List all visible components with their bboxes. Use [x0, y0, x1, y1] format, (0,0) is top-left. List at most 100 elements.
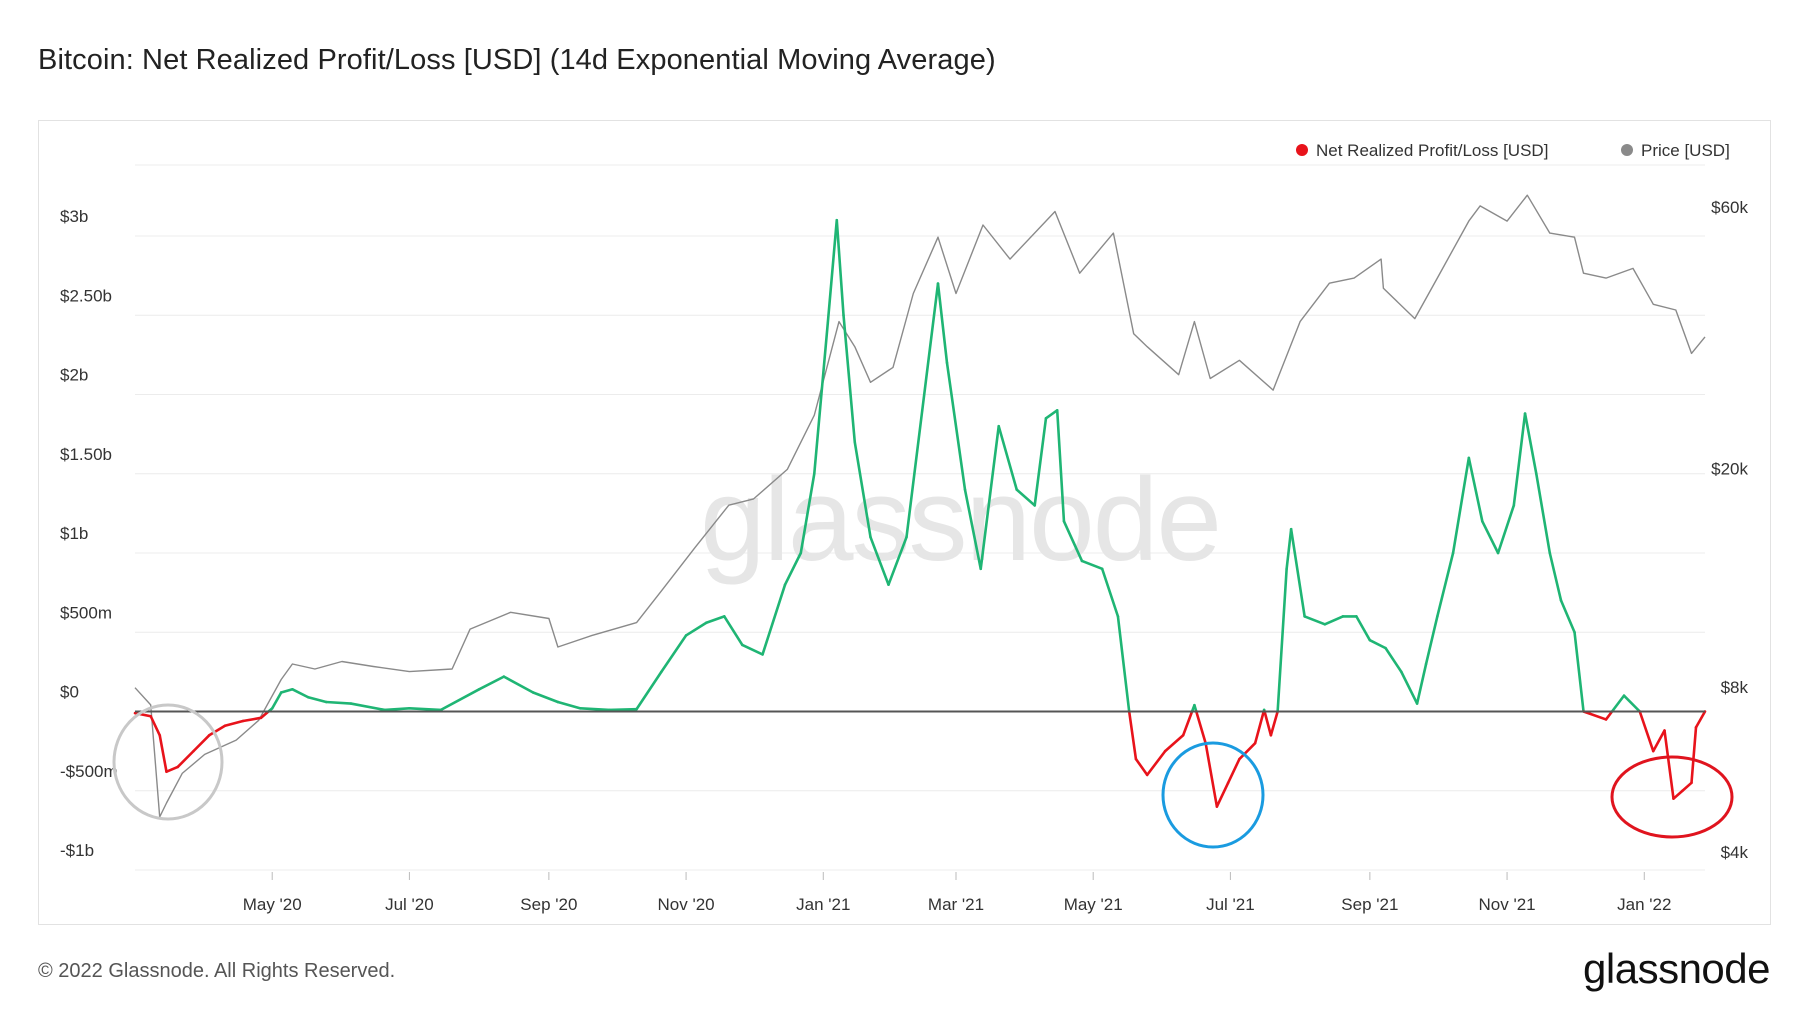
npl-segment — [149, 714, 162, 737]
x-axis: May '20 Jul '20 Sep '20 Nov '20 Jan '21 Mar '… — [243, 872, 1671, 914]
npl-segment — [1610, 694, 1626, 713]
npl-segment — [176, 749, 195, 769]
npl-segment — [1303, 615, 1327, 626]
npl-segment — [1384, 646, 1403, 674]
npl-segment — [1496, 504, 1516, 555]
npl-segment — [635, 670, 663, 711]
npl-segment — [408, 707, 443, 712]
npl-segment — [799, 472, 816, 555]
net-realized-profit-loss-series — [133, 218, 1707, 808]
npl-segment — [349, 702, 386, 712]
npl-segment — [1145, 749, 1167, 777]
y-tick-label: -$1b — [60, 841, 94, 860]
npl-segment — [1015, 488, 1037, 507]
npl-segment — [223, 719, 245, 728]
npl-segment — [1451, 456, 1471, 555]
watermark: glassnode — [700, 454, 1220, 586]
annotation-circles — [112, 703, 1734, 849]
npl-segment — [1436, 551, 1455, 618]
npl-segment — [241, 716, 263, 723]
npl-segment — [1638, 710, 1655, 753]
npl-segment — [1127, 710, 1138, 761]
npl-segment — [1055, 409, 1066, 523]
npl-segment — [1276, 567, 1288, 713]
npl-segment — [1033, 416, 1048, 507]
npl-segment — [1238, 741, 1257, 761]
npl-segment — [1512, 412, 1527, 507]
y-tick-label: $500m — [60, 603, 112, 622]
x-tick-label: Jan '21 — [796, 895, 850, 914]
npl-segment — [1116, 615, 1131, 713]
legend-label[interactable]: Price [USD] — [1641, 141, 1730, 160]
npl-segment — [684, 621, 708, 637]
npl-segment — [259, 710, 270, 720]
npl-segment — [1163, 733, 1185, 753]
npl-segment — [1355, 615, 1372, 642]
npl-segment — [1424, 615, 1439, 666]
y-tick-label: $2.50b — [60, 286, 112, 305]
npl-segment — [1415, 662, 1428, 705]
npl-segment — [1226, 757, 1241, 785]
legend-dot-icon[interactable] — [1296, 144, 1308, 156]
x-tick-label: Mar '21 — [928, 895, 984, 914]
npl-segment — [1253, 710, 1266, 745]
x-tick-label: May '21 — [1064, 895, 1123, 914]
npl-segment — [1134, 757, 1149, 777]
npl-segment — [207, 724, 227, 737]
npl-segment — [835, 218, 845, 317]
price-line — [134, 194, 1706, 818]
glassnode-logo: glassnode — [1583, 945, 1770, 992]
npl-segment — [660, 634, 688, 674]
y-tick-label: $1.50b — [60, 445, 112, 464]
y-axis-left: $3b $2.50b $2b $1.50b $1b $500m $0 -$500m -$1b — [60, 207, 118, 860]
npl-segment — [1582, 710, 1608, 721]
npl-segment — [905, 409, 924, 539]
npl-segment — [887, 535, 908, 587]
npl-segment — [853, 440, 872, 539]
npl-segment — [963, 488, 983, 571]
x-tick-label: Sep '21 — [1341, 895, 1398, 914]
x-tick-label: Jul '20 — [385, 895, 434, 914]
x-tick-label: Jan '22 — [1617, 895, 1671, 914]
x-tick-label: Nov '21 — [1479, 895, 1536, 914]
npl-segment — [1100, 567, 1120, 618]
npl-segment — [1062, 519, 1084, 563]
npl-segment — [1215, 781, 1230, 808]
x-tick-label: Sep '20 — [520, 895, 577, 914]
npl-segment — [324, 700, 353, 705]
annotation-circle-blue — [1161, 741, 1265, 849]
legend[interactable]: Net Realized Profit/Loss [USD] Price [USD… — [1296, 141, 1730, 160]
npl-segment — [1285, 527, 1293, 571]
npl-segment — [291, 688, 310, 699]
npl-segment — [1672, 789, 1684, 800]
npl-segment — [1559, 599, 1576, 634]
npl-segment — [1663, 729, 1675, 800]
npl-segment — [936, 282, 949, 365]
x-tick-label: May '20 — [243, 895, 302, 914]
npl-segment — [997, 424, 1019, 491]
legend-label[interactable]: Net Realized Profit/Loss [USD] — [1316, 141, 1548, 160]
npl-segment — [1080, 559, 1104, 571]
npl-segment — [920, 282, 940, 412]
y-right-tick-label: $8k — [1721, 678, 1749, 697]
npl-segment — [192, 733, 211, 753]
npl-segment — [723, 615, 744, 647]
npl-segment — [1573, 630, 1585, 713]
npl-segment — [531, 691, 560, 704]
npl-segment — [270, 691, 283, 710]
npl-segment — [383, 707, 411, 712]
y-right-tick-label: $20k — [1711, 460, 1748, 479]
npl-segment — [1204, 741, 1219, 808]
legend-dot-icon[interactable] — [1621, 144, 1633, 156]
npl-segment — [579, 707, 611, 712]
npl-segment — [1690, 726, 1698, 785]
y-tick-label: -$500m — [60, 762, 118, 781]
npl-segment — [1523, 412, 1538, 476]
npl-segment — [979, 424, 1001, 571]
chart-panel — [38, 120, 1771, 925]
npl-segment — [1548, 551, 1563, 602]
npl-segment — [1368, 638, 1387, 650]
npl-segment — [1467, 456, 1484, 523]
npl-segment — [477, 675, 506, 691]
